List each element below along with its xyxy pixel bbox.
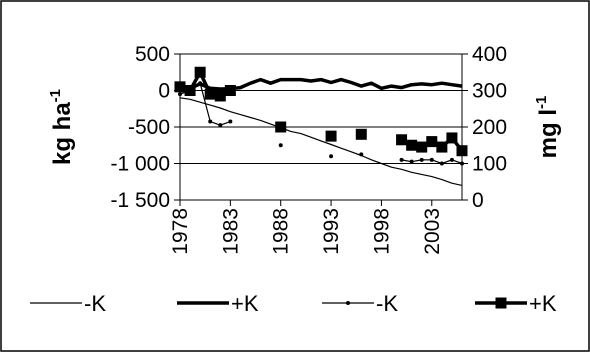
left-axis-tick-label: -500 — [128, 116, 170, 139]
data-point — [449, 157, 454, 162]
left-axis-title-text: kg ha — [49, 102, 76, 165]
right-axis-title-text: mg l — [535, 109, 562, 158]
data-point — [275, 121, 287, 133]
legend-label: -K — [84, 291, 106, 316]
right-axis-tick-label: 100 — [472, 153, 507, 176]
left-axis-tick-label: -1 500 — [110, 189, 170, 212]
data-point — [355, 128, 367, 140]
data-point — [198, 81, 203, 86]
data-point — [194, 66, 206, 78]
legend-label: +K — [529, 291, 557, 316]
right-axis-tick-label: 300 — [472, 80, 507, 103]
data-point — [436, 141, 448, 153]
data-point — [359, 152, 364, 157]
data-point — [325, 130, 337, 142]
data-point — [406, 139, 418, 151]
left-axis-title-superscript: -1 — [47, 89, 64, 102]
data-point — [446, 132, 458, 144]
labels-layer: 500 0 -500 -1 000 -1 500 400 300 200 100 0 1978 198… — [47, 43, 562, 255]
legend-layer: -K +K -K +K — [30, 291, 557, 316]
left-axis-title: kg ha-1 — [47, 89, 76, 165]
data-point — [278, 143, 283, 148]
data-point — [409, 159, 414, 164]
legend-item-1: -K — [30, 291, 106, 316]
right-axis-tick-label: 400 — [472, 43, 507, 66]
data-point — [429, 157, 434, 162]
legend-label: -K — [376, 291, 398, 316]
series-1-group — [179, 97, 463, 186]
legend-marker — [495, 297, 507, 309]
x-axis-tick-label: 1988 — [270, 208, 293, 255]
legend-marker — [346, 301, 350, 305]
x-axis-tick-label: 1993 — [320, 208, 343, 255]
data-point — [208, 119, 213, 124]
data-point — [419, 157, 424, 162]
data-point — [204, 88, 216, 100]
data-point — [329, 154, 334, 159]
x-axis-tick-label: 1978 — [169, 208, 192, 255]
left-axis-tick-label: -1 000 — [110, 153, 170, 176]
right-axis-title: mg l-1 — [533, 96, 562, 159]
data-point — [228, 119, 233, 124]
legend-label: +K — [231, 291, 259, 316]
series-segment — [199, 83, 211, 122]
right-axis-tick-label: 0 — [472, 189, 484, 212]
legend-item-4: +K — [475, 291, 557, 316]
x-axis-tick-label: 2003 — [421, 208, 444, 255]
x-axis-tick-label: 1998 — [370, 208, 393, 255]
data-point — [416, 141, 428, 153]
axes-layer — [174, 53, 468, 206]
right-axis-tick-label: 200 — [472, 116, 507, 139]
right-axis-title-superscript: -1 — [533, 96, 550, 109]
data-point — [426, 136, 438, 148]
data-point — [214, 90, 226, 102]
data-point — [224, 85, 236, 96]
data-point — [399, 157, 404, 162]
left-axis-tick-label: 0 — [158, 80, 170, 103]
legend-item-3: -K — [322, 291, 398, 316]
series-line — [179, 97, 463, 186]
data-point — [439, 161, 444, 166]
data-point — [218, 123, 223, 128]
data-point — [184, 85, 196, 96]
legend-item-2: +K — [177, 291, 259, 316]
left-axis-tick-label: 500 — [135, 43, 170, 66]
data-point — [396, 134, 408, 146]
x-axis-tick-label: 1983 — [219, 208, 242, 255]
